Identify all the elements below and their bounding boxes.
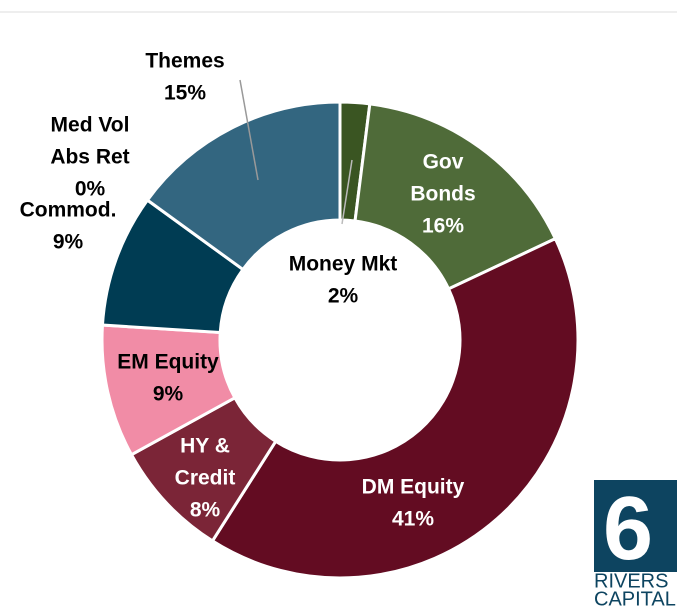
value-label: 15%: [164, 82, 206, 105]
segment-label: Money Mkt: [289, 253, 398, 276]
segment-label: Commod.: [20, 199, 117, 222]
value-label: 41%: [392, 508, 434, 531]
segment-label: Gov: [423, 151, 464, 174]
logo: 6 RIVERS CAPITAL: [594, 479, 677, 608]
donut-segment: [210, 236, 580, 580]
value-label: 9%: [53, 231, 84, 254]
segment-label: Bonds: [410, 183, 475, 206]
segment-label: EM Equity: [117, 351, 219, 374]
value-label: 0%: [75, 178, 106, 201]
value-label: 8%: [190, 499, 221, 522]
segment-label: HY &: [180, 435, 230, 458]
segment-label: Credit: [175, 467, 236, 490]
donut-segment: [353, 102, 558, 291]
donut-segment: [145, 100, 342, 272]
value-label: 9%: [153, 383, 184, 406]
logo-line2: CAPITAL: [594, 588, 676, 608]
segment-label: DM Equity: [362, 476, 465, 499]
segment-label: Themes: [145, 50, 224, 73]
leader-line: [239, 79, 259, 181]
segment-label: Abs Ret: [50, 146, 129, 169]
value-label: 16%: [422, 215, 464, 238]
leader-line: [341, 159, 353, 225]
value-label: 2%: [328, 285, 359, 308]
segment-label: Med Vol: [51, 114, 130, 137]
logo-band: [594, 572, 677, 608]
logo-line1: RIVERS: [594, 570, 668, 592]
logo-number: 6: [603, 479, 653, 579]
